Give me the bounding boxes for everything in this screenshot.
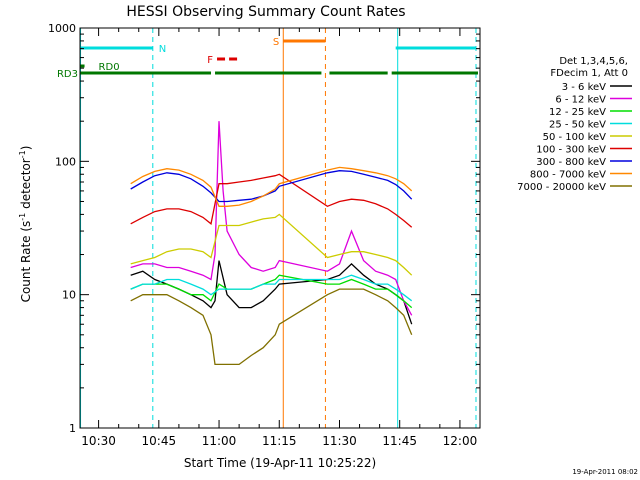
series-line-7: [130, 166, 413, 207]
plot-frame: [79, 27, 481, 429]
x-tick-label: 11:30: [322, 434, 357, 448]
y-axis-label-prefix: Count Rate (s: [19, 221, 33, 303]
y-axis-label-sup1: -1: [18, 213, 27, 221]
legend-label-7: 800 - 7000 keV: [530, 170, 606, 181]
y-axis-label-mid: detector: [19, 158, 33, 213]
y-tick-label: 100: [55, 155, 76, 168]
legend-title-2: FDecim 1, Att 0: [550, 68, 628, 79]
footer-date: 19-Apr-2011 08:02: [572, 468, 638, 476]
y-axis-label: Count Rate (s-1 detector-1): [18, 146, 33, 303]
legend-label-2: 12 - 25 keV: [549, 107, 606, 118]
legend-title-1: Det 1,3,4,5,6,: [559, 56, 628, 67]
legend-label-3: 25 - 50 keV: [549, 120, 606, 131]
x-tick-label: 11:00: [202, 434, 237, 448]
state-bar-label-s: S: [273, 37, 279, 48]
x-axis-label: Start Time (19-Apr-11 10:25:22): [184, 456, 376, 470]
y-tick-label: 1000: [48, 22, 76, 35]
legend-label-0: 3 - 6 keV: [562, 82, 606, 93]
series-line-3: [130, 274, 413, 302]
chart-title: HESSI Observing Summary Count Rates: [126, 4, 405, 20]
y-tick-label: 10: [62, 289, 76, 302]
x-tick-label: 10:45: [142, 434, 177, 448]
series-line-1: [130, 121, 413, 316]
state-bar-label-rd0: RD0: [99, 62, 120, 73]
state-bar-label-f: F: [207, 55, 213, 66]
series-line-6: [130, 170, 413, 203]
x-tick-label: 11:15: [262, 434, 297, 448]
legend-label-4: 50 - 100 keV: [543, 132, 607, 143]
y-axis-label-suffix: ): [19, 146, 33, 151]
x-tick-label: 12:00: [443, 434, 478, 448]
legend-label-8: 7000 - 20000 keV: [517, 182, 606, 193]
plot-area: N S F RD0 RD3 1 10 100 1000 10:30 10:45 11:00 11:15 1…: [48, 22, 481, 448]
x-tick-label: 10:30: [81, 434, 116, 448]
series-line-4: [130, 213, 413, 276]
x-tick-label: 11:45: [382, 434, 417, 448]
legend-label-5: 100 - 300 keV: [536, 145, 606, 156]
state-bar-label-n: N: [159, 44, 166, 55]
series-line-8: [130, 288, 413, 366]
state-bar-label-rd3: RD3: [57, 69, 78, 80]
y-tick-label: 1: [69, 422, 76, 435]
y-axis-label-sup2: -1: [18, 150, 27, 158]
legend-label-6: 300 - 800 keV: [536, 157, 606, 168]
series-line-5: [130, 173, 413, 228]
legend-label-1: 6 - 12 keV: [555, 95, 606, 106]
